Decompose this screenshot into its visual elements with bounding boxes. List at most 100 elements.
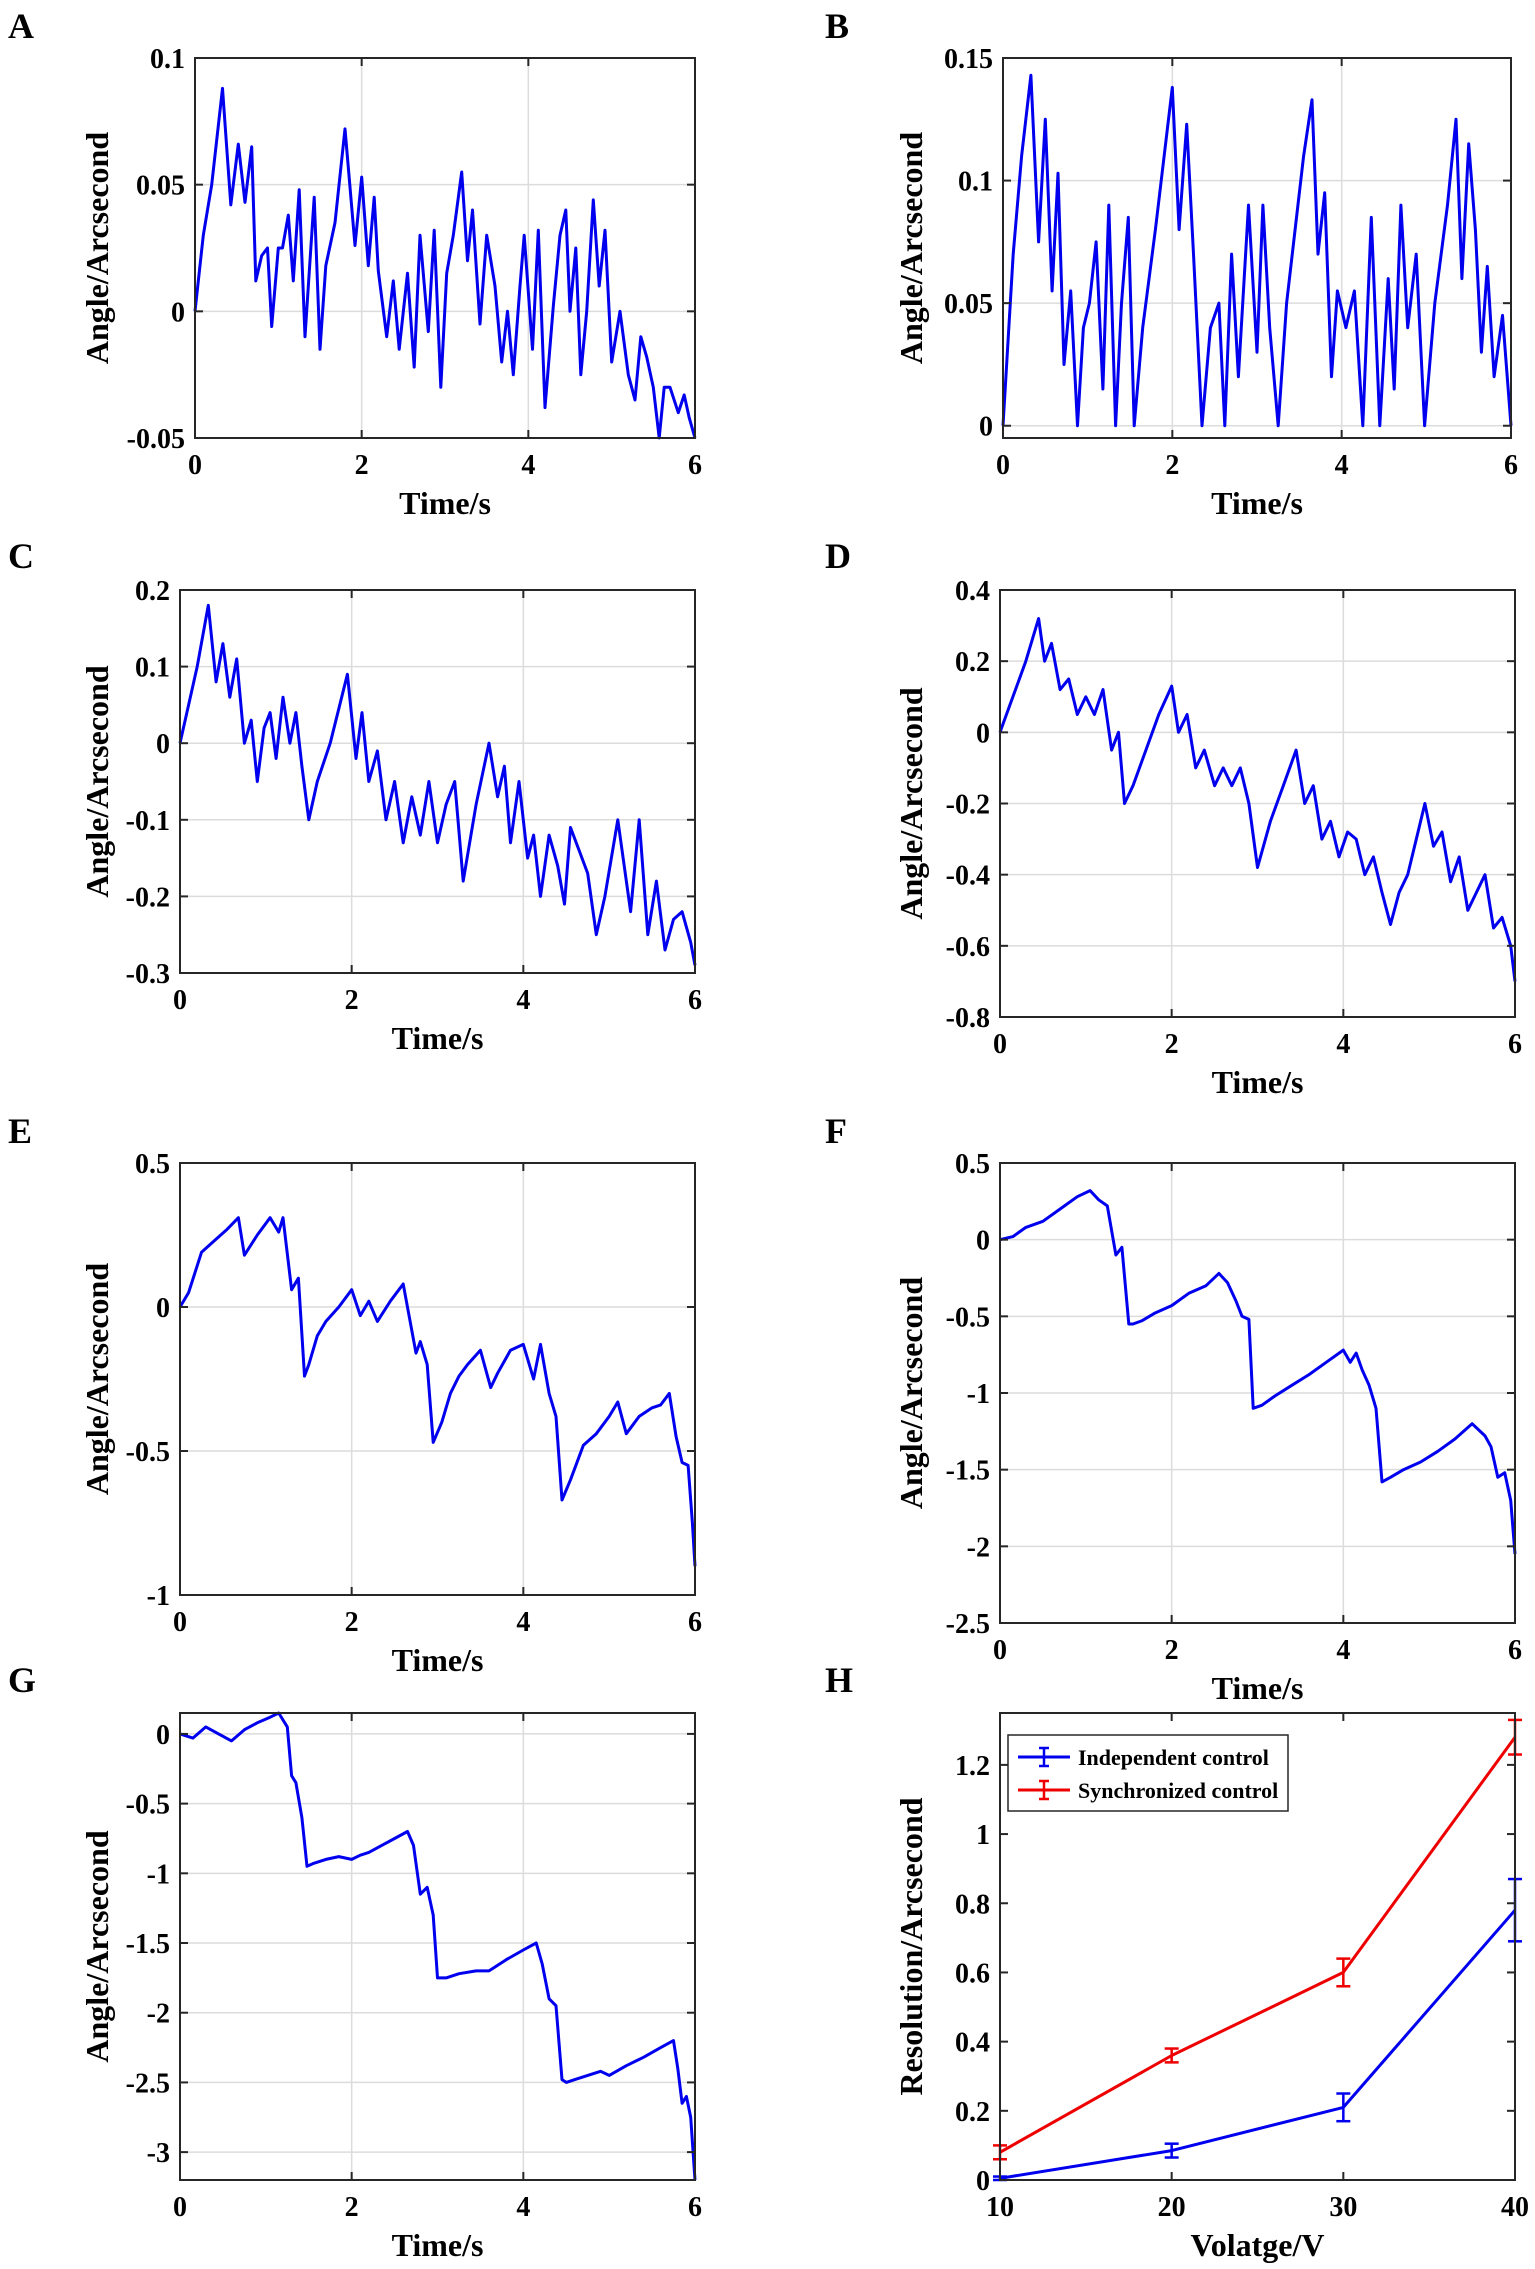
x-tick-label: 2 (345, 2192, 359, 2223)
y-tick-label: -2 (967, 1532, 990, 1563)
y-tick-label: 0.8 (955, 1889, 990, 1920)
y-tick-label: -0.8 (946, 1003, 990, 1034)
y-tick-label: 0 (156, 1293, 170, 1324)
y-tick-label: -0.5 (126, 1437, 170, 1468)
panel-letter: F (825, 1111, 847, 1151)
x-axis-label: Time/s (1212, 1064, 1304, 1100)
panel-letter: A (8, 6, 34, 46)
series-line (178, 1216, 697, 1567)
plot-area (180, 590, 695, 973)
series-line (1001, 73, 1513, 428)
x-tick-label: 2 (345, 985, 359, 1016)
y-tick-label: 0 (976, 718, 990, 749)
y-tick-label: 1.2 (955, 1751, 990, 1782)
x-tick-label: 0 (996, 450, 1010, 481)
x-tick-label: 20 (1158, 2192, 1186, 2223)
x-axis-label: Time/s (1211, 485, 1303, 521)
y-tick-label: 0 (976, 2166, 990, 2197)
axes-frame (179, 589, 696, 974)
x-tick-label: 0 (188, 450, 202, 481)
y-tick-label: -0.2 (126, 882, 170, 913)
y-tick-label: 0.05 (944, 289, 993, 320)
y-axis-label: Angle/Arcsecond (893, 132, 929, 364)
y-tick-label: 0.6 (955, 1958, 990, 1989)
y-tick-label: -0.3 (126, 959, 170, 990)
panel-letter: E (8, 1111, 32, 1151)
x-tick-label: 6 (688, 2192, 702, 2223)
x-axis-label: Time/s (392, 1020, 484, 1056)
x-tick-label: 4 (516, 1607, 530, 1638)
y-tick-label: -1 (147, 1859, 170, 1890)
y-tick-label: 0.05 (136, 171, 185, 202)
axes-frame (194, 57, 696, 439)
series-line (193, 86, 697, 440)
y-tick-label: -1.5 (946, 1456, 990, 1487)
panel-letter: G (8, 1660, 36, 1700)
x-tick-label: 4 (1336, 1635, 1350, 1666)
y-tick-label: 0 (171, 297, 185, 328)
x-tick-label: 0 (993, 1635, 1007, 1666)
axes-frame (179, 1162, 696, 1596)
x-tick-label: 4 (1335, 450, 1349, 481)
series-f (999, 1189, 1517, 1555)
x-tick-label: 6 (1508, 1029, 1522, 1060)
series-d (998, 617, 1517, 982)
panel-b: B 0 2 4 6 0 0.05 0.1 0.15 Time/s Angle/Arcsecond (825, 6, 1518, 521)
x-axis-label: Volatge/V (1191, 2227, 1325, 2263)
y-axis-label: Angle/Arcsecond (893, 687, 929, 919)
y-tick-label: -2.5 (126, 2068, 170, 2099)
plot-area (180, 1713, 695, 2180)
x-tick-label: 2 (345, 1607, 359, 1638)
y-axis-label: Resolution/Arcsecond (893, 1797, 929, 2095)
y-tick-label: 0.1 (150, 44, 185, 75)
series-line (998, 617, 1517, 982)
x-tick-label: 2 (1165, 450, 1179, 481)
y-tick-label: 0.2 (955, 2097, 990, 2128)
x-tick-label: 6 (688, 450, 702, 481)
x-tick-label: 4 (521, 450, 535, 481)
series-a (193, 86, 697, 440)
x-tick-label: 0 (993, 1029, 1007, 1060)
axes-frame (1002, 57, 1512, 439)
y-tick-label: 0 (979, 412, 993, 443)
panel-f: F 0 2 4 6 -2.5 -2 -1.5 -1 -0.5 0 0.5 Time/s Angle/Arc… (825, 1111, 1522, 1706)
plot-area (180, 1163, 695, 1595)
x-tick-label: 6 (1508, 1635, 1522, 1666)
panel-d: D 0 2 4 6 -0.8 -0.6 -0.4 -0.2 0 0.2 0.4 Time/s Angle/… (825, 536, 1522, 1100)
y-tick-label: -1.5 (126, 1929, 170, 1960)
x-tick-label: 0 (173, 985, 187, 1016)
x-axis-label: Time/s (392, 1642, 484, 1678)
series-e (178, 1216, 697, 1567)
y-tick-label: 0.15 (944, 44, 993, 75)
y-axis-label: Angle/Arcsecond (79, 132, 115, 364)
series-line (178, 603, 697, 966)
x-tick-label: 4 (1336, 1029, 1350, 1060)
y-tick-label: 0.2 (955, 647, 990, 678)
panel-g: G 0 2 4 6 -3 -2.5 -2 -1.5 -1 -0.5 0 Time/s Angle/Arcs… (8, 1660, 702, 2263)
series-c (178, 603, 697, 966)
y-tick-label: 0.1 (958, 167, 993, 198)
x-tick-label: 30 (1329, 2192, 1357, 2223)
y-tick-label: -0.05 (127, 424, 185, 455)
series-line (999, 1909, 1517, 2180)
y-axis-label: Angle/Arcsecond (79, 1830, 115, 2062)
series-line (179, 1711, 697, 2181)
panel-c: C 0 2 4 6 -0.3 -0.2 -0.1 0 0.1 0.2 Time/s Angle/Arcs… (8, 536, 702, 1056)
panel-letter: D (825, 536, 851, 576)
y-tick-label: -0.4 (946, 861, 990, 892)
y-tick-label: 0.1 (135, 653, 170, 684)
y-tick-label: 0.5 (955, 1149, 990, 1180)
x-tick-label: 6 (688, 1607, 702, 1638)
y-tick-label: 0.5 (135, 1149, 170, 1180)
y-tick-label: -0.2 (946, 790, 990, 821)
y-axis-label: Angle/Arcsecond (893, 1277, 929, 1509)
x-tick-label: 4 (516, 2192, 530, 2223)
axes-frame (999, 1712, 1516, 2181)
y-tick-label: 1 (976, 1820, 990, 1851)
y-tick-label: -0.5 (946, 1302, 990, 1333)
x-tick-label: 0 (173, 1607, 187, 1638)
x-axis-label: Time/s (1212, 1670, 1304, 1706)
panel-letter: C (8, 536, 34, 576)
y-tick-label: -0.5 (126, 1790, 170, 1821)
